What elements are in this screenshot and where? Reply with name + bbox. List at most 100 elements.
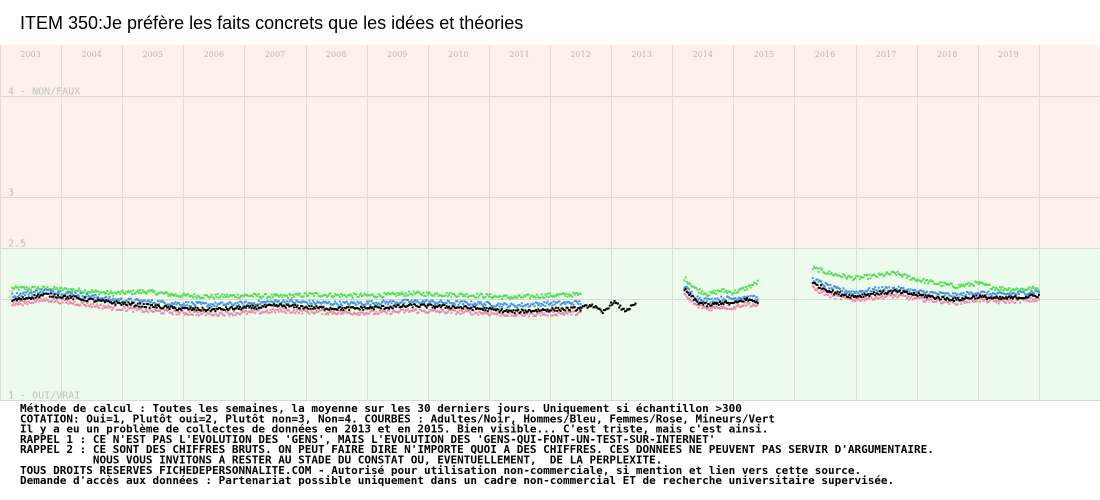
data-point [692, 303, 695, 306]
data-point [823, 272, 826, 275]
data-point [982, 295, 985, 298]
data-point [397, 302, 400, 305]
data-point [483, 311, 486, 314]
data-point [517, 311, 520, 314]
data-point [1020, 287, 1023, 290]
data-point [145, 302, 148, 305]
data-point [425, 311, 428, 314]
data-point [735, 291, 738, 294]
data-point [487, 307, 490, 310]
data-point [318, 305, 321, 308]
data-point [341, 307, 344, 310]
data-point [290, 304, 293, 307]
data-point [852, 299, 855, 302]
data-point [453, 306, 456, 309]
data-point [165, 291, 168, 294]
data-point [177, 313, 180, 316]
data-point [405, 294, 408, 297]
data-point [73, 300, 76, 303]
data-point [445, 302, 448, 305]
data-point [39, 290, 42, 293]
data-point [122, 300, 125, 303]
data-point [91, 294, 94, 297]
data-point [428, 310, 431, 313]
data-point [734, 300, 737, 303]
data-point [540, 293, 543, 296]
data-point [918, 296, 921, 299]
data-point [961, 294, 964, 297]
data-point [274, 304, 277, 307]
data-point [863, 291, 866, 294]
data-point [553, 314, 556, 317]
data-point [150, 310, 153, 313]
data-point [885, 294, 888, 297]
data-point [882, 275, 885, 278]
data-point [72, 298, 75, 301]
data-point [571, 302, 574, 305]
x-tick-label: 2010 [448, 50, 468, 59]
data-point [865, 293, 868, 296]
data-point [167, 305, 170, 308]
data-point [720, 305, 723, 308]
data-point [869, 290, 872, 293]
data-point [928, 293, 931, 296]
data-point [133, 301, 136, 304]
data-point [908, 275, 911, 278]
data-point [753, 281, 756, 284]
data-point [845, 277, 848, 280]
data-point [302, 309, 305, 312]
data-point [698, 297, 701, 300]
data-point [930, 298, 933, 301]
data-point [438, 300, 441, 303]
data-point [57, 289, 60, 292]
data-point [560, 293, 563, 296]
data-point [1030, 287, 1033, 290]
data-point [529, 312, 532, 315]
data-point [51, 292, 54, 295]
data-point [858, 278, 861, 281]
data-point [1021, 290, 1024, 293]
data-point [502, 295, 505, 298]
data-point [502, 303, 505, 306]
data-point [301, 305, 304, 308]
data-point [410, 309, 413, 312]
data-point [409, 293, 412, 296]
data-point [1020, 290, 1023, 293]
data-point [570, 303, 573, 306]
data-point [73, 290, 76, 293]
data-point [966, 301, 969, 304]
data-point [136, 307, 139, 310]
data-point [626, 308, 629, 311]
data-point [195, 314, 198, 317]
data-point [444, 307, 447, 310]
data-point [533, 314, 536, 317]
data-point [851, 279, 854, 282]
data-point [278, 307, 281, 310]
data-point [406, 308, 409, 311]
data-point [875, 295, 878, 298]
data-point [130, 302, 133, 305]
data-point [261, 295, 264, 298]
data-point [210, 293, 213, 296]
data-point [165, 308, 168, 311]
data-point [1004, 288, 1007, 291]
data-point [867, 288, 870, 291]
data-point [71, 295, 74, 298]
data-point [435, 305, 438, 308]
data-point [868, 273, 871, 276]
data-point [552, 310, 555, 313]
data-point [900, 286, 903, 289]
data-point [509, 297, 512, 300]
data-point [550, 302, 553, 305]
data-point [166, 306, 169, 309]
data-point [69, 288, 72, 291]
data-point [530, 310, 533, 313]
data-point [565, 300, 568, 303]
data-point [749, 305, 752, 308]
data-point [625, 309, 628, 312]
data-point [336, 303, 339, 306]
data-point [188, 307, 191, 310]
data-point [736, 303, 739, 306]
data-point [287, 303, 290, 306]
data-point [160, 300, 163, 303]
